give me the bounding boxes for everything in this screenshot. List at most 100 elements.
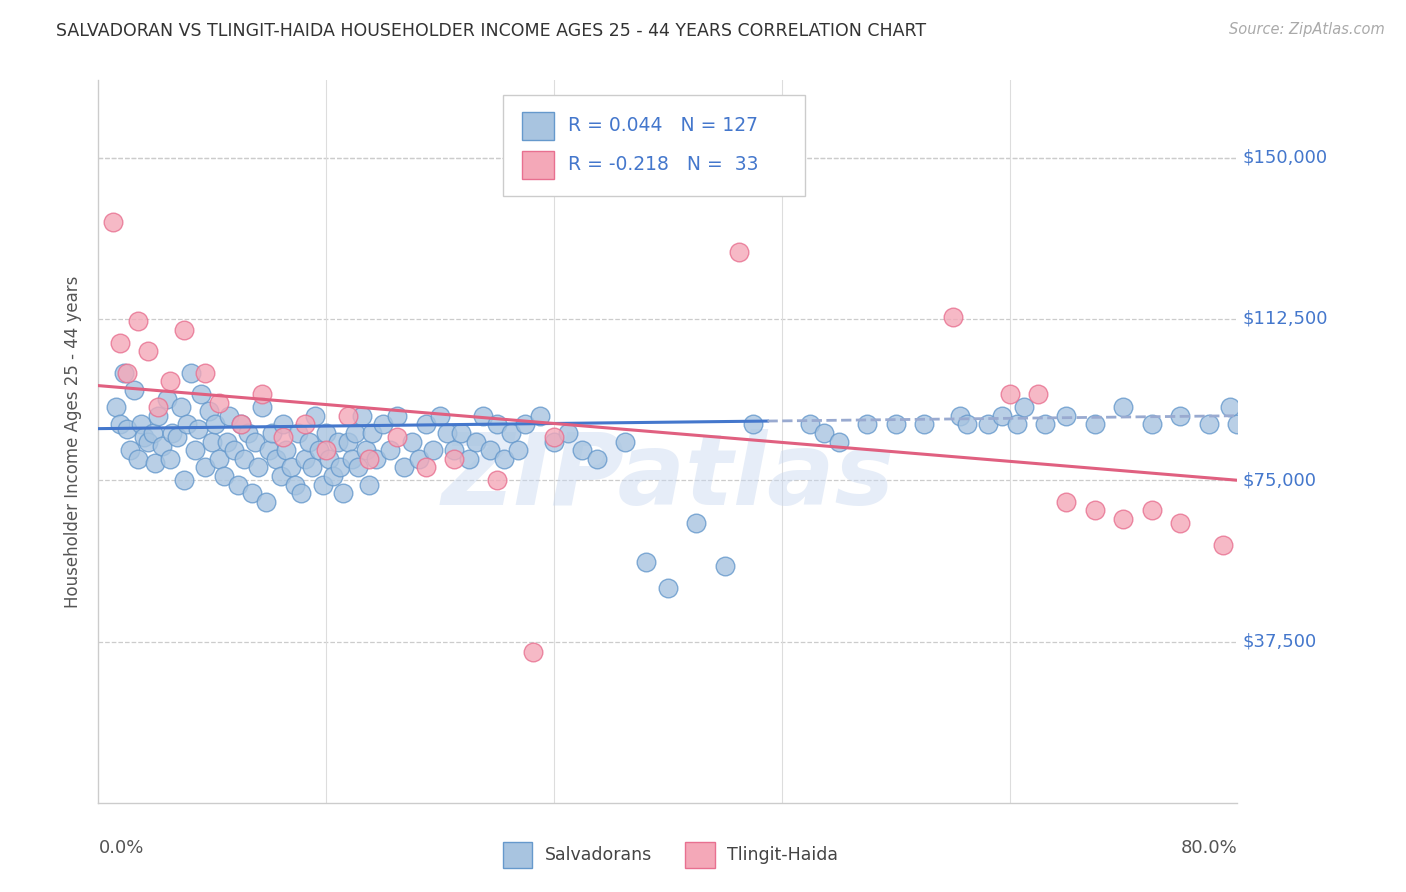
Point bbox=[357, 451, 380, 466]
Text: SALVADORAN VS TLINGIT-HAIDA HOUSEHOLDER INCOME AGES 25 - 44 YEARS CORRELATION CH: SALVADORAN VS TLINGIT-HAIDA HOUSEHOLDER … bbox=[56, 22, 927, 40]
Point bbox=[190, 387, 212, 401]
Point bbox=[145, 456, 167, 470]
Point bbox=[1170, 516, 1192, 531]
Point bbox=[280, 460, 302, 475]
Point bbox=[464, 434, 486, 449]
Point bbox=[685, 516, 707, 531]
Point bbox=[422, 443, 444, 458]
Point bbox=[229, 417, 252, 432]
Point bbox=[112, 366, 135, 380]
Point bbox=[122, 383, 145, 397]
Point bbox=[176, 417, 198, 432]
Point bbox=[415, 417, 437, 432]
Point bbox=[198, 404, 221, 418]
Point bbox=[357, 477, 380, 491]
Point bbox=[991, 409, 1014, 423]
Point bbox=[501, 425, 523, 440]
Point bbox=[350, 409, 373, 423]
Point bbox=[478, 443, 501, 458]
Point bbox=[194, 366, 217, 380]
FancyBboxPatch shape bbox=[522, 112, 554, 139]
Point bbox=[387, 430, 409, 444]
Text: Salvadorans: Salvadorans bbox=[546, 846, 652, 863]
Point bbox=[104, 400, 127, 414]
Point bbox=[1170, 409, 1192, 423]
Text: R = -0.218   N =  33: R = -0.218 N = 33 bbox=[568, 155, 758, 174]
Point bbox=[236, 425, 259, 440]
Point bbox=[1112, 400, 1135, 414]
Point bbox=[273, 430, 295, 444]
Point bbox=[136, 434, 159, 449]
Text: $150,000: $150,000 bbox=[1243, 149, 1329, 167]
Point bbox=[346, 460, 368, 475]
Y-axis label: Householder Income Ages 25 - 44 years: Householder Income Ages 25 - 44 years bbox=[65, 276, 83, 607]
Point bbox=[1084, 503, 1107, 517]
Point bbox=[304, 409, 326, 423]
Point bbox=[494, 451, 516, 466]
Point bbox=[828, 434, 851, 449]
Point bbox=[585, 451, 607, 466]
Point bbox=[226, 477, 249, 491]
Point bbox=[312, 477, 335, 491]
Point bbox=[336, 434, 359, 449]
Point bbox=[998, 387, 1021, 401]
Point bbox=[1140, 503, 1163, 517]
Point bbox=[115, 366, 138, 380]
Point bbox=[266, 451, 288, 466]
Point bbox=[148, 409, 170, 423]
Point bbox=[529, 409, 551, 423]
Point bbox=[101, 215, 124, 229]
Point bbox=[614, 434, 637, 449]
Point bbox=[170, 400, 193, 414]
Point bbox=[315, 443, 337, 458]
Point bbox=[443, 443, 465, 458]
Point bbox=[340, 451, 363, 466]
Point bbox=[387, 409, 409, 423]
Text: ZIPatlas: ZIPatlas bbox=[441, 429, 894, 526]
Point bbox=[270, 469, 292, 483]
Point bbox=[127, 451, 149, 466]
Point bbox=[977, 417, 1000, 432]
Point bbox=[364, 451, 387, 466]
Text: 0.0%: 0.0% bbox=[98, 838, 143, 857]
Point bbox=[308, 443, 330, 458]
Point bbox=[401, 434, 423, 449]
Point bbox=[298, 434, 321, 449]
Point bbox=[1005, 417, 1028, 432]
Point bbox=[1112, 512, 1135, 526]
Point bbox=[326, 434, 349, 449]
Point bbox=[159, 451, 181, 466]
Point bbox=[159, 375, 181, 389]
Point bbox=[136, 344, 159, 359]
Point bbox=[856, 417, 879, 432]
Point bbox=[215, 434, 238, 449]
Text: $112,500: $112,500 bbox=[1243, 310, 1329, 328]
Point bbox=[415, 460, 437, 475]
Point bbox=[108, 335, 131, 350]
Point bbox=[457, 451, 479, 466]
Point bbox=[1056, 494, 1078, 508]
Point bbox=[201, 434, 224, 449]
Point bbox=[1033, 417, 1056, 432]
Point bbox=[728, 245, 751, 260]
Point bbox=[360, 425, 382, 440]
Point bbox=[184, 443, 207, 458]
Point bbox=[141, 425, 163, 440]
Point bbox=[254, 494, 277, 508]
Point bbox=[294, 451, 316, 466]
Point bbox=[148, 400, 170, 414]
Text: 80.0%: 80.0% bbox=[1181, 838, 1237, 857]
Point bbox=[515, 417, 537, 432]
Point bbox=[336, 409, 359, 423]
Point bbox=[132, 430, 155, 444]
Point bbox=[436, 425, 458, 440]
Point bbox=[1226, 417, 1249, 432]
Point bbox=[636, 555, 658, 569]
Point bbox=[294, 417, 316, 432]
Point bbox=[332, 486, 354, 500]
Point bbox=[322, 469, 344, 483]
Text: Tlingit-Haida: Tlingit-Haida bbox=[727, 846, 838, 863]
Point bbox=[657, 581, 679, 595]
FancyBboxPatch shape bbox=[522, 151, 554, 178]
Point bbox=[232, 451, 254, 466]
